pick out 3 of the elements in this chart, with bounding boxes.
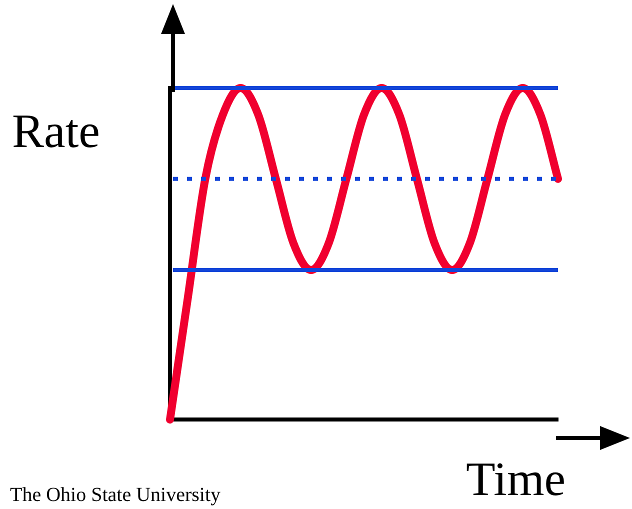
text: The Ohio State University	[10, 484, 221, 507]
x-axis-title: Time	[466, 452, 566, 507]
y-axis-title: Rate	[12, 104, 100, 159]
